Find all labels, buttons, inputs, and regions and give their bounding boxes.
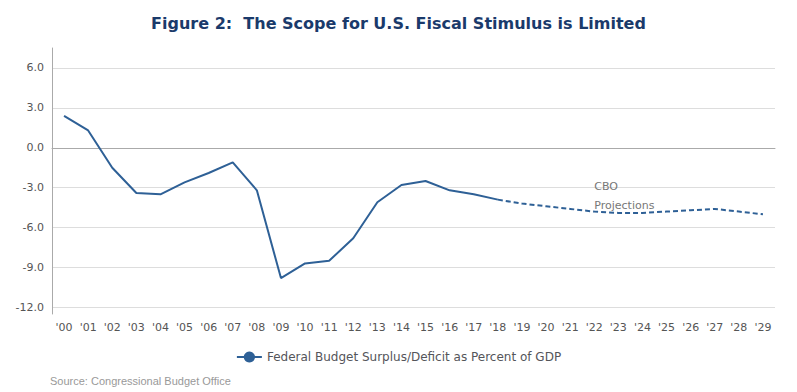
svg-text:'09: '09	[272, 321, 289, 334]
svg-text:'03: '03	[128, 321, 145, 334]
svg-text:Source: Congressional Budget O: Source: Congressional Budget Office	[50, 375, 231, 387]
svg-text:-3.0: -3.0	[23, 181, 44, 194]
svg-text:'06: '06	[200, 321, 217, 334]
svg-text:'20: '20	[538, 321, 555, 334]
svg-text:-9.0: -9.0	[23, 261, 44, 274]
svg-text:'14: '14	[393, 321, 410, 334]
svg-text:'15: '15	[417, 321, 434, 334]
svg-text:-12.0: -12.0	[16, 301, 44, 314]
svg-text:'19: '19	[513, 321, 530, 334]
svg-text:6.0: 6.0	[27, 61, 45, 74]
svg-text:CBO: CBO	[594, 180, 618, 193]
svg-text:'12: '12	[345, 321, 362, 334]
svg-text:'01: '01	[80, 321, 97, 334]
svg-text:'29: '29	[754, 321, 771, 334]
svg-text:'21: '21	[562, 321, 579, 334]
svg-text:'05: '05	[176, 321, 193, 334]
svg-text:'22: '22	[586, 321, 603, 334]
svg-text:'04: '04	[152, 321, 169, 334]
svg-text:'25: '25	[658, 321, 675, 334]
svg-text:'08: '08	[248, 321, 265, 334]
svg-text:Figure 2: The Scope for U.S.: Figure 2: The Scope for U.S. Fiscal Stim…	[151, 14, 646, 33]
svg-text:3.0: 3.0	[27, 101, 45, 114]
svg-text:'02: '02	[104, 321, 121, 334]
svg-text:'10: '10	[297, 321, 314, 334]
svg-text:'23: '23	[610, 321, 627, 334]
svg-text:'27: '27	[706, 321, 723, 334]
svg-text:Federal Budget Surplus/Deficit: Federal Budget Surplus/Deficit as Percen…	[267, 350, 561, 364]
svg-text:'18: '18	[489, 321, 506, 334]
svg-text:'26: '26	[682, 321, 699, 334]
svg-text:'24: '24	[634, 321, 651, 334]
svg-text:'13: '13	[369, 321, 386, 334]
svg-text:'16: '16	[441, 321, 458, 334]
svg-text:'07: '07	[224, 321, 241, 334]
svg-text:-6.0: -6.0	[23, 221, 44, 234]
svg-text:0.0: 0.0	[27, 141, 45, 154]
svg-text:'00: '00	[56, 321, 73, 334]
svg-text:'17: '17	[465, 321, 482, 334]
svg-text:'11: '11	[321, 321, 338, 334]
svg-text:'28: '28	[730, 321, 747, 334]
svg-text:Projections: Projections	[594, 199, 654, 212]
